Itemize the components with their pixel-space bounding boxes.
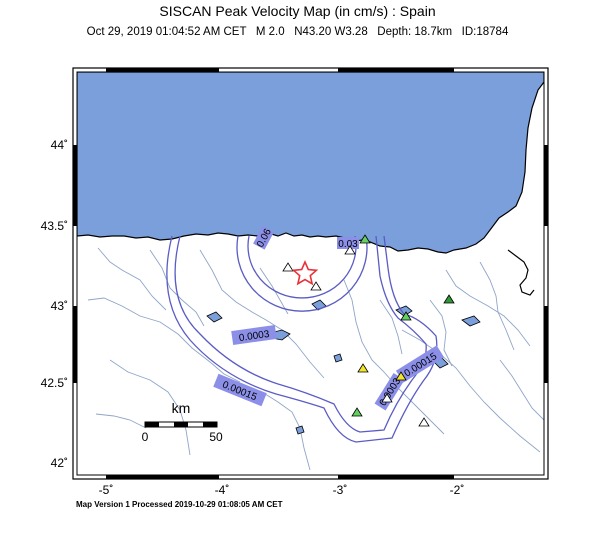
station-marker <box>400 311 412 321</box>
station-marker <box>381 393 393 403</box>
longitude-axis: -5˚ -4˚ -3˚ -2˚ <box>99 483 465 497</box>
event-subtitle: Oct 29, 2019 01:04:52 AM CET M 2.0 N43.2… <box>86 26 509 38</box>
lon-tick-label: -3˚ <box>333 483 348 497</box>
rivers <box>87 247 544 471</box>
contour-label-1: 0.03 <box>337 237 359 250</box>
lon-tick-label: -5˚ <box>99 483 114 497</box>
lat-tick-label: 44˚ <box>51 138 68 152</box>
contour-label-2: 0.0003 <box>231 325 277 345</box>
lat-tick-label: 43˚ <box>51 299 68 313</box>
epicenter-star-icon <box>291 260 319 286</box>
station-marker <box>282 262 294 272</box>
scale-start: 0 <box>142 430 149 444</box>
seismic-stations <box>282 234 455 427</box>
pgv-contours <box>166 235 438 443</box>
sea-area <box>77 72 544 254</box>
station-marker <box>395 371 407 381</box>
lat-tick-label: 42.5˚ <box>41 376 68 390</box>
lon-tick-label: -4˚ <box>215 483 230 497</box>
svg-text:0.03: 0.03 <box>338 239 358 250</box>
station-marker <box>359 234 371 244</box>
station-marker <box>344 245 356 255</box>
station-marker <box>351 407 363 417</box>
scale-bar: km 0 50 <box>142 400 223 444</box>
border-line <box>507 249 535 296</box>
station-marker <box>357 363 369 373</box>
latitude-axis: 44˚ 43.5˚ 43˚ 42.5˚ 42˚ <box>41 138 68 470</box>
scale-unit: km <box>172 400 191 416</box>
station-marker <box>310 281 322 291</box>
map-title: SISCAN Peak Velocity Map (in cm/s) : Spa… <box>159 3 436 19</box>
station-marker <box>443 294 455 304</box>
map-version-footer: Map Version 1 Processed 2019-10-29 01:08… <box>76 500 283 509</box>
map-frame <box>72 67 549 480</box>
map-area: 0.06 0.03 0.0003 0.00015 0.00015 0.0003 <box>77 72 544 475</box>
lat-tick-label: 42˚ <box>51 456 68 470</box>
lat-tick-label: 43.5˚ <box>41 219 68 233</box>
svg-text:0.0003: 0.0003 <box>238 329 270 344</box>
scale-end: 50 <box>209 430 223 444</box>
station-marker <box>418 417 430 427</box>
lon-tick-label: -2˚ <box>450 483 465 497</box>
